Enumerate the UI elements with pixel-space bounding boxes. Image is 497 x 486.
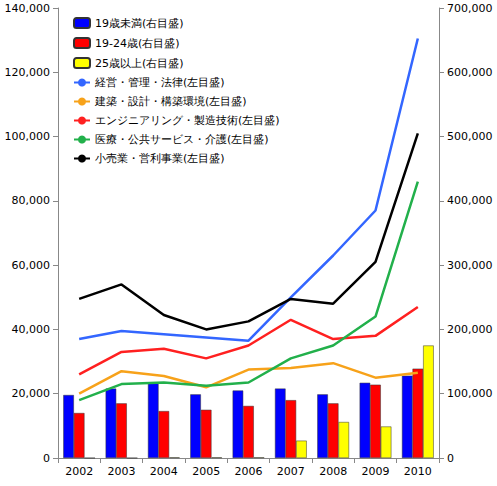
svg-text:2010: 2010 <box>404 465 432 478</box>
svg-text:200,000: 200,000 <box>447 323 493 336</box>
svg-text:2005: 2005 <box>192 465 220 478</box>
svg-text:400,000: 400,000 <box>447 194 493 207</box>
svg-text:小売業・営利事業(左目盛): 小売業・営利事業(左目盛) <box>95 152 225 165</box>
svg-text:2008: 2008 <box>319 465 347 478</box>
svg-text:700,000: 700,000 <box>447 2 493 15</box>
svg-text:2006: 2006 <box>235 465 263 478</box>
svg-text:2004: 2004 <box>150 465 178 478</box>
svg-text:0: 0 <box>447 452 454 465</box>
svg-text:120,000: 120,000 <box>5 66 51 79</box>
svg-text:2007: 2007 <box>277 465 305 478</box>
svg-text:2009: 2009 <box>362 465 390 478</box>
svg-text:医療・公共サービス・介護(左目盛): 医療・公共サービス・介護(左目盛) <box>95 133 269 146</box>
svg-text:25歳以上(右目盛): 25歳以上(右目盛) <box>95 57 184 70</box>
svg-text:建築・設計・構築環境(左目盛): 建築・設計・構築環境(左目盛) <box>94 95 247 108</box>
svg-text:2003: 2003 <box>108 465 136 478</box>
svg-text:40,000: 40,000 <box>12 323 51 336</box>
svg-text:300,000: 300,000 <box>447 259 493 272</box>
svg-text:20,000: 20,000 <box>12 387 51 400</box>
svg-text:エンジニアリング・製造技術(左目盛): エンジニアリング・製造技術(左目盛) <box>95 114 280 127</box>
svg-text:80,000: 80,000 <box>12 194 51 207</box>
svg-text:19-24歳(右目盛): 19-24歳(右目盛) <box>95 37 180 50</box>
svg-text:100,000: 100,000 <box>447 387 493 400</box>
svg-text:100,000: 100,000 <box>5 130 51 143</box>
svg-text:60,000: 60,000 <box>12 259 51 272</box>
svg-text:0: 0 <box>43 452 50 465</box>
svg-text:2002: 2002 <box>65 465 93 478</box>
svg-text:600,000: 600,000 <box>447 66 493 79</box>
svg-text:19歳未満(右目盛): 19歳未満(右目盛) <box>95 17 184 30</box>
svg-text:500,000: 500,000 <box>447 130 493 143</box>
svg-text:経営・管理・法律(左目盛): 経営・管理・法律(左目盛) <box>94 76 225 89</box>
svg-text:140,000: 140,000 <box>5 2 51 15</box>
